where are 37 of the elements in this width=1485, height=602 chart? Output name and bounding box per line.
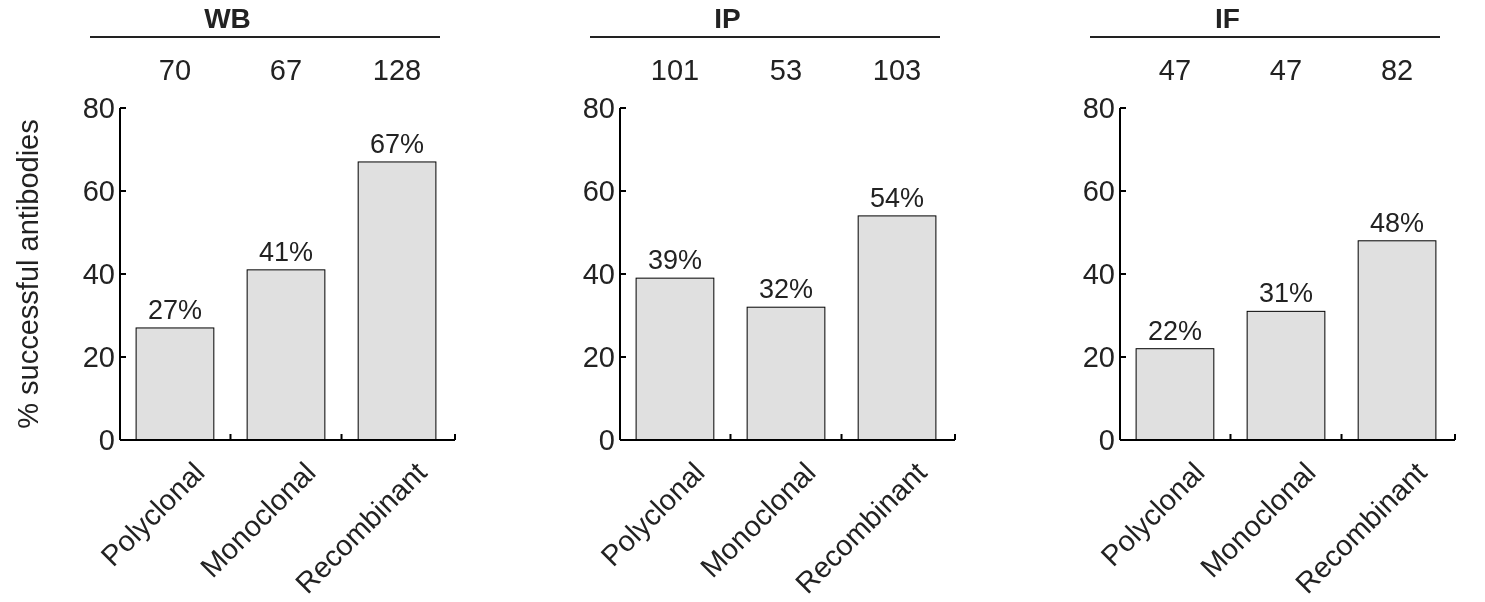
text: 103	[872, 54, 922, 86]
text: 128	[372, 54, 422, 86]
y-tick-label: 60	[82, 175, 115, 207]
y-axis-title: % successful antibodies	[12, 119, 44, 429]
chart-title: IF	[1215, 3, 1240, 34]
y-tick-label: 40	[82, 258, 115, 290]
text: 70	[158, 54, 192, 86]
data-label: 31%	[1258, 278, 1314, 309]
chart-title: WB	[204, 3, 251, 34]
y-tick-label: 80	[582, 92, 615, 124]
y-tick-label: 60	[1082, 175, 1115, 207]
y-tick-label: 80	[82, 92, 115, 124]
data-label: 54%	[870, 182, 925, 213]
y-tick-label: 20	[82, 341, 115, 373]
y-tick-label: 20	[1082, 341, 1115, 373]
y-tick-label: 20	[582, 341, 615, 373]
data-label: 27%	[147, 294, 202, 325]
text: 67	[269, 54, 303, 86]
data-label: 32%	[758, 274, 814, 305]
y-tick-label: 60	[582, 175, 615, 207]
text: 53	[769, 54, 803, 86]
data-label: 41%	[258, 236, 314, 267]
y-tick-label: 40	[1082, 258, 1115, 290]
data-label: 39%	[647, 245, 702, 276]
text: 47	[1269, 54, 1303, 86]
chart-title: IP	[714, 3, 741, 34]
y-tick-label: 0	[98, 424, 115, 456]
y-tick-label: 0	[598, 424, 615, 456]
text: 82	[1380, 54, 1414, 86]
data-label: 22%	[1147, 315, 1202, 346]
text: 101	[650, 54, 700, 86]
data-label: 48%	[1370, 207, 1425, 238]
y-tick-label: 0	[1098, 424, 1115, 456]
data-label: 67%	[370, 128, 425, 159]
text: 47	[1158, 54, 1192, 86]
y-tick-label: 40	[582, 258, 615, 290]
y-tick-label: 80	[1082, 92, 1115, 124]
